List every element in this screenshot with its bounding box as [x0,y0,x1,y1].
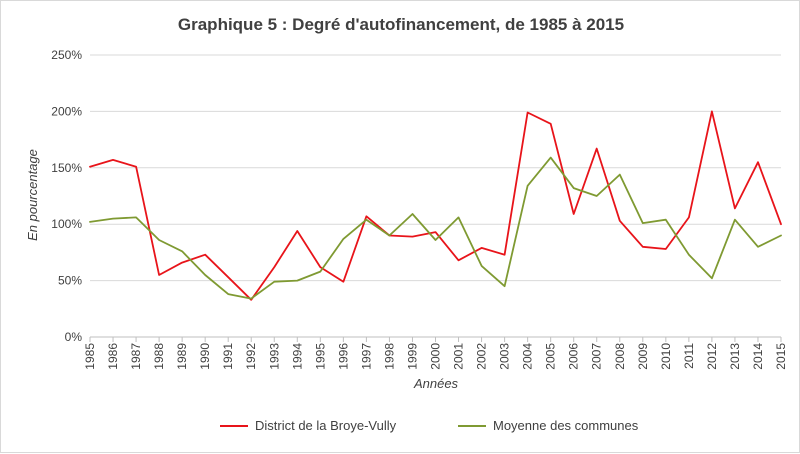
x-tick-label: 1992 [244,343,258,370]
x-tick-label: 1986 [106,343,120,370]
x-tick-label: 2000 [429,343,443,370]
legend-label-1: District de la Broye-Vully [255,418,397,433]
y-axis-ticks: 0% 50% 100% 150% 200% 250% [51,48,82,344]
legend-label-2: Moyenne des communes [493,418,639,433]
x-tick-label: 1999 [405,343,419,370]
x-tick-label: 2009 [636,343,650,370]
y-tick-label: 0% [65,330,83,344]
x-tick-label: 2005 [544,343,558,370]
x-tick-label: 2015 [774,343,788,370]
y-tick-label: 50% [58,274,82,288]
x-tick-label: 1993 [267,343,281,370]
x-axis-ticks: 1985 1986 1987 1988 1989 1990 1991 1992 1993 1994… [83,337,788,370]
y-tick-label: 200% [51,104,82,118]
x-tick-label: 2008 [613,343,627,370]
x-tick-label: 2006 [567,343,581,370]
x-tick-label: 1988 [152,343,166,370]
x-tick-label: 2002 [475,343,489,370]
series-line-2 [89,156,782,300]
x-tick-label: 1994 [290,343,304,370]
y-tick-label: 100% [51,217,82,231]
x-tick-label: 1995 [313,343,327,370]
x-tick-label: 2010 [659,343,673,370]
x-tick-label: 2013 [728,343,742,370]
y-tick-label: 150% [51,161,82,175]
x-tick-label: 1996 [336,343,350,370]
x-tick-label: 2003 [498,343,512,370]
x-tick-label: 1987 [129,343,143,370]
x-tick-label: 1997 [359,343,373,370]
x-tick-label: 1989 [175,343,189,370]
x-tick-label: 2011 [682,343,696,369]
x-tick-label: 1990 [198,343,212,370]
x-tick-label: 2004 [521,343,535,370]
series-lines [89,110,782,301]
x-tick-label: 2007 [590,343,604,370]
x-tick-label: 2012 [705,343,719,370]
x-tick-label: 1991 [221,343,235,370]
chart-title: Graphique 5 : Degré d'autofinancement, d… [178,15,624,34]
series-line-1 [89,110,782,301]
legend: District de la Broye-Vully Moyenne des co… [220,418,639,433]
y-axis-label: En pourcentage [25,149,40,241]
x-axis-label: Années [413,376,459,391]
x-tick-label: 1985 [83,343,97,370]
gridlines [90,54,781,282]
y-tick-label: 250% [51,48,82,62]
x-tick-label: 1998 [382,343,396,370]
x-tick-label: 2014 [751,343,765,370]
x-tick-label: 2001 [452,343,466,370]
